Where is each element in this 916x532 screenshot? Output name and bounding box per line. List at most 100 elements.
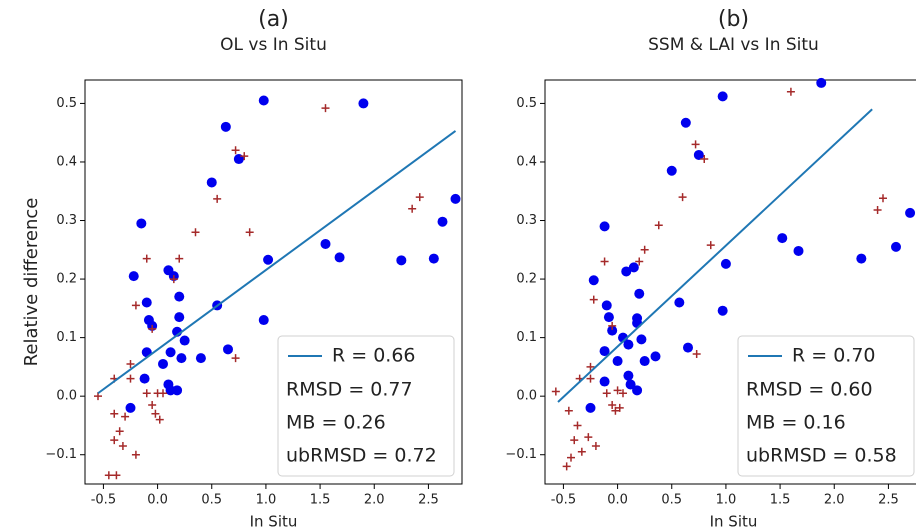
- panel-label: (b): [718, 7, 749, 32]
- point: [632, 385, 643, 396]
- point: [176, 353, 187, 364]
- plus-point: [615, 403, 624, 412]
- panel-label: (a): [258, 7, 289, 32]
- plus-point: [602, 389, 611, 398]
- point: [206, 177, 217, 188]
- stat-label: ubRMSD = 0.58: [746, 445, 897, 467]
- plus-point: [613, 386, 622, 395]
- point: [125, 402, 136, 413]
- point: [612, 356, 623, 367]
- x-tick-label: 0.0: [147, 493, 168, 508]
- y-tick-label: 0.0: [56, 389, 77, 404]
- plus-point: [678, 193, 687, 202]
- plus-point: [155, 415, 164, 424]
- x-tick-label: -0.5: [551, 493, 576, 508]
- point: [720, 258, 731, 269]
- chart-title: OL vs In Situ: [220, 35, 327, 55]
- plus-point: [151, 409, 160, 418]
- point: [334, 252, 345, 263]
- x-tick-label: 2.5: [418, 493, 439, 508]
- point: [358, 98, 369, 109]
- plus-point: [159, 389, 167, 398]
- point: [139, 373, 150, 384]
- plus-point: [564, 406, 573, 415]
- plus-point: [619, 389, 627, 398]
- y-tick-label: −0.1: [505, 447, 537, 462]
- plus-point: [110, 409, 119, 418]
- point: [428, 253, 439, 264]
- point: [607, 325, 618, 336]
- point: [856, 253, 867, 264]
- point: [650, 351, 661, 362]
- fit-line: [97, 130, 457, 395]
- plus-point: [131, 450, 140, 459]
- point: [680, 117, 691, 128]
- plus-point: [573, 421, 582, 430]
- point: [258, 315, 269, 326]
- y-tick-label: 0.1: [56, 330, 77, 345]
- plus-point: [245, 228, 254, 237]
- plus-point: [551, 387, 560, 396]
- plus-point: [700, 155, 709, 164]
- point: [223, 344, 233, 355]
- point: [450, 193, 461, 204]
- x-tick-label: 0.0: [607, 493, 628, 508]
- plus-point: [115, 427, 124, 436]
- point: [437, 216, 448, 227]
- plus-point: [873, 205, 882, 214]
- plus-point: [191, 228, 200, 237]
- point: [717, 91, 728, 102]
- legend-label: R = 0.70: [792, 345, 876, 367]
- plus-point: [570, 436, 579, 445]
- point: [128, 271, 139, 282]
- plus-point: [131, 301, 140, 310]
- plus-point: [562, 462, 571, 471]
- point: [599, 346, 610, 357]
- plus-point: [600, 257, 609, 266]
- plus-point: [577, 447, 586, 456]
- point: [174, 312, 185, 323]
- plus-point: [608, 400, 617, 409]
- plus-point: [591, 441, 600, 450]
- plus-point: [231, 354, 240, 363]
- point: [396, 255, 407, 266]
- y-tick-label: 0.5: [516, 96, 537, 111]
- x-tick-label: 1.5: [770, 493, 791, 508]
- y-tick-label: −0.1: [45, 447, 77, 462]
- x-tick-label: 2.0: [364, 493, 385, 508]
- point: [588, 275, 599, 286]
- point: [601, 300, 612, 311]
- plus-point: [142, 389, 151, 398]
- stat-label: ubRMSD = 0.72: [286, 445, 437, 467]
- point: [585, 402, 596, 413]
- legend-label: R = 0.66: [332, 345, 416, 367]
- x-axis-label: In Situ: [250, 513, 298, 531]
- point: [666, 165, 677, 176]
- plus-point: [175, 254, 184, 263]
- x-tick-label: 1.0: [716, 493, 737, 508]
- point: [136, 218, 147, 229]
- plus-point: [408, 204, 417, 213]
- plus-point: [112, 471, 121, 480]
- plus-point: [692, 350, 701, 359]
- x-tick-label: 1.5: [310, 493, 331, 508]
- plus-point: [635, 257, 644, 266]
- plus-point: [586, 374, 595, 383]
- x-tick-label: -0.5: [91, 493, 116, 508]
- plus-point: [126, 374, 135, 383]
- y-tick-label: 0.3: [516, 213, 537, 228]
- plus-point: [240, 152, 249, 161]
- point: [220, 121, 231, 132]
- y-tick-label: 0.2: [516, 272, 537, 287]
- plus-point: [213, 194, 222, 203]
- point: [628, 262, 639, 273]
- point: [141, 297, 152, 308]
- point: [623, 339, 634, 350]
- point: [816, 77, 827, 88]
- plus-point: [415, 193, 424, 202]
- plot-frame: [544, 79, 916, 485]
- plus-point: [611, 406, 620, 415]
- y-tick-label: 0.4: [56, 154, 77, 169]
- chart-title: SSM & LAI vs In Situ: [648, 35, 819, 55]
